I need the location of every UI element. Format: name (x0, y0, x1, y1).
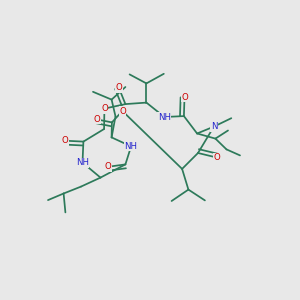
Text: O: O (181, 93, 188, 102)
Text: O: O (116, 83, 122, 92)
Text: O: O (105, 162, 111, 171)
Text: NH: NH (158, 112, 171, 122)
Text: O: O (61, 136, 68, 145)
Text: O: O (101, 104, 108, 113)
Text: O: O (213, 153, 220, 162)
Text: N: N (211, 122, 217, 131)
Text: O: O (119, 106, 126, 116)
Text: NH: NH (124, 142, 138, 151)
Text: NH: NH (76, 158, 89, 167)
Text: O: O (94, 115, 100, 124)
